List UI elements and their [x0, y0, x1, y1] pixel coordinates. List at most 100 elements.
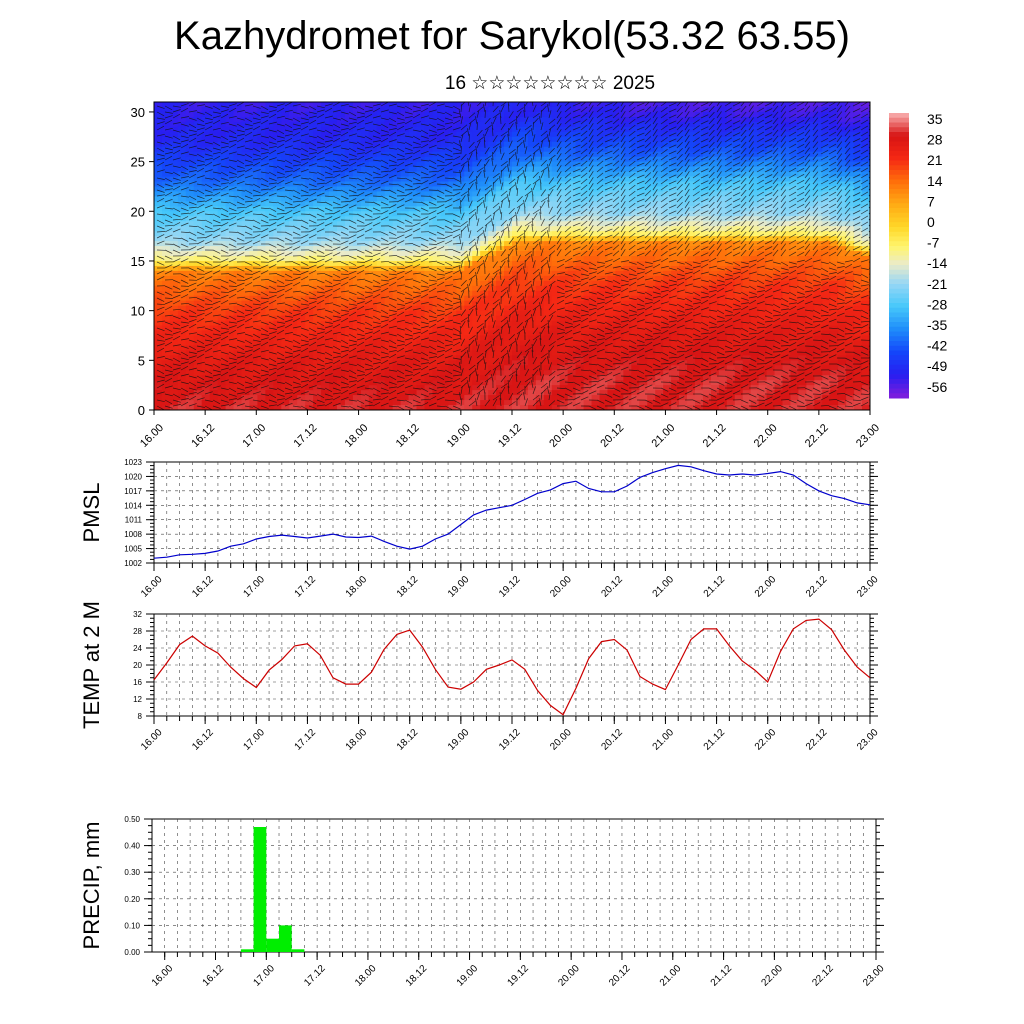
heatmap-cell: [321, 305, 330, 312]
heatmap-cell: [448, 365, 457, 371]
heatmap-cell: [201, 251, 211, 257]
heatmap-cell: [575, 280, 585, 287]
heatmap-cell: [535, 221, 545, 227]
heatmap-cell: [424, 191, 434, 197]
heatmap-cell: [305, 310, 314, 317]
heatmap-cell: [519, 285, 529, 292]
heatmap-cell: [321, 206, 330, 212]
heatmap-cell: [297, 221, 306, 227]
heatmap-cell: [496, 161, 505, 168]
heatmap-cell: [169, 201, 179, 207]
heatmap-cell: [257, 285, 266, 292]
heatmap-cell: [551, 221, 561, 227]
heatmap-cell: [512, 275, 521, 282]
heatmap-cell: [424, 221, 434, 227]
heatmap-cell: [742, 166, 752, 173]
heatmap-cell: [456, 285, 465, 292]
heatmap-cell: [631, 231, 640, 237]
heatmap-cell: [432, 335, 441, 342]
heatmap-cell: [543, 226, 553, 232]
heatmap-cell: [177, 285, 187, 292]
heatmap-cell: [352, 365, 362, 371]
heatmap-cell: [496, 211, 505, 217]
heatmap-cell: [663, 121, 672, 128]
heatmap-cell: [321, 280, 330, 287]
heatmap-cell: [281, 375, 290, 381]
heatmap-cell: [488, 201, 497, 207]
heatmap-cell: [527, 171, 537, 178]
heatmap-cell: [321, 340, 330, 347]
heatmap-cell: [408, 136, 418, 143]
heatmap-cell: [432, 400, 441, 406]
heatmap-cell: [185, 335, 195, 342]
heatmap-cell: [512, 380, 521, 386]
heatmap-cell: [488, 186, 497, 193]
heatmap-cell: [201, 146, 211, 153]
heatmap-cell: [424, 201, 434, 207]
heatmap-cell: [535, 196, 545, 202]
heatmap-cell: [663, 221, 672, 227]
heatmap-cell: [424, 395, 434, 401]
heatmap-cell: [655, 265, 664, 272]
heatmap-cell: [440, 191, 449, 197]
heatmap-cell: [384, 285, 394, 292]
heatmap-cell: [352, 310, 362, 317]
heatmap-cell: [297, 216, 306, 222]
heatmap-cell: [519, 370, 529, 376]
heatmap-cell: [424, 111, 434, 118]
heatmap-cell: [687, 330, 696, 337]
heatmap-cell: [766, 211, 776, 217]
heatmap-cell: [257, 171, 266, 178]
heatmap-cell: [273, 305, 282, 312]
heatmap-cell: [559, 116, 569, 123]
heatmap-cell: [440, 325, 449, 332]
heatmap-cell: [559, 375, 569, 381]
heatmap-cell: [456, 350, 465, 356]
heatmap-cell: [352, 151, 362, 158]
heatmap-cell: [504, 156, 513, 163]
heatmap-cell: [408, 171, 418, 178]
heatmap-cell: [225, 365, 235, 371]
heatmap-cell: [265, 226, 274, 232]
heatmap-cell: [575, 236, 585, 242]
heatmap-cell: [241, 355, 251, 361]
heatmap-cell: [408, 305, 418, 312]
heatmap-cell: [694, 216, 704, 222]
heatmap-cell: [177, 300, 187, 307]
heatmap-cell: [297, 256, 306, 262]
heatmap-cell: [519, 375, 529, 381]
heatmap-cell: [249, 320, 259, 327]
heatmap-cell: [360, 166, 370, 173]
heatmap-cell: [440, 385, 449, 391]
heatmap-cell: [543, 275, 553, 282]
heatmap-cell: [360, 360, 370, 366]
heatmap-cell: [209, 171, 219, 178]
heatmap-cell: [201, 320, 211, 327]
heatmap-cell: [225, 370, 235, 376]
heatmap-cell: [488, 295, 497, 302]
heatmap-cell: [273, 315, 282, 322]
heatmap-cell: [599, 181, 609, 188]
heatmap-cell: [472, 161, 481, 168]
heatmap-cell: [758, 196, 768, 202]
heatmap-cell: [265, 181, 274, 188]
heatmap-cell: [384, 116, 394, 123]
heatmap-cell: [742, 126, 752, 133]
heatmap-cell: [504, 131, 513, 138]
heatmap-cell: [233, 131, 243, 138]
heatmap-cell: [225, 156, 235, 163]
heatmap-cell: [217, 126, 227, 133]
heatmap-cell: [217, 320, 227, 327]
heatmap-cell: [209, 216, 219, 222]
heatmap-cell: [209, 161, 219, 168]
heatmap-cell: [249, 161, 259, 168]
heatmap-cell: [169, 360, 179, 366]
heatmap-cell: [154, 146, 163, 153]
heatmap-cell: [694, 121, 704, 128]
heatmap-cell: [694, 350, 704, 356]
heatmap-cell: [201, 171, 211, 178]
heatmap-cell: [567, 201, 577, 207]
heatmap-cell: [448, 405, 457, 410]
heatmap-cell: [480, 370, 489, 376]
heatmap-cell: [448, 395, 457, 401]
